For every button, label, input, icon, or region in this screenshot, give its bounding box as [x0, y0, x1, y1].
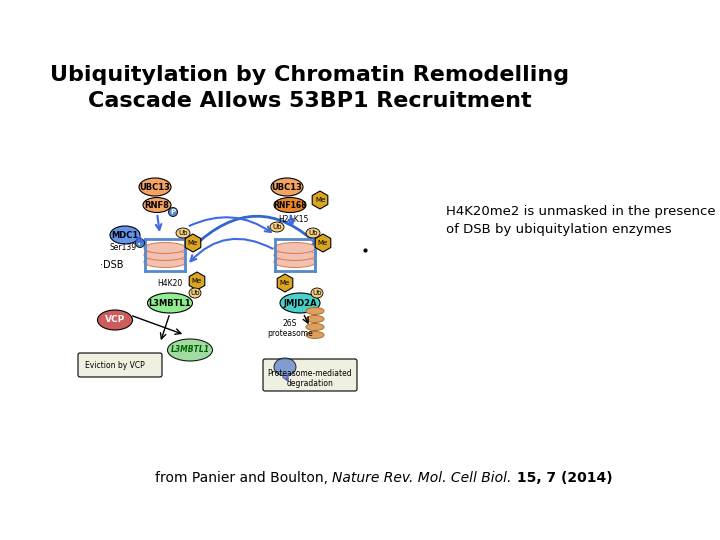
Text: Ubiquitylation by Chromatin Remodelling
Cascade Allows 53BP1 Recruitment: Ubiquitylation by Chromatin Remodelling …: [50, 65, 570, 111]
Ellipse shape: [274, 242, 316, 253]
Text: P: P: [171, 209, 176, 215]
Ellipse shape: [144, 256, 186, 267]
Text: Ub: Ub: [272, 224, 282, 230]
Text: Ub: Ub: [312, 290, 322, 296]
Ellipse shape: [144, 249, 186, 260]
Text: H4K20: H4K20: [157, 279, 182, 287]
Text: Ub: Ub: [308, 230, 318, 236]
Ellipse shape: [306, 332, 324, 339]
Polygon shape: [189, 272, 204, 290]
Text: MDC1: MDC1: [112, 231, 139, 240]
Text: 26S: 26S: [283, 319, 297, 327]
Text: L3MBTL1: L3MBTL1: [171, 346, 210, 354]
Ellipse shape: [135, 239, 145, 247]
Ellipse shape: [306, 228, 320, 238]
Polygon shape: [312, 191, 328, 209]
Ellipse shape: [280, 293, 320, 313]
Ellipse shape: [143, 198, 171, 213]
Ellipse shape: [306, 323, 324, 330]
Ellipse shape: [189, 288, 201, 298]
Text: from Panier and Boulton,: from Panier and Boulton,: [155, 471, 332, 485]
Text: Proteasome-mediated: Proteasome-mediated: [268, 368, 352, 377]
Ellipse shape: [168, 207, 178, 217]
Text: Eviction by VCP: Eviction by VCP: [85, 361, 145, 369]
Polygon shape: [315, 234, 330, 252]
Text: RNF8: RNF8: [145, 200, 169, 210]
Ellipse shape: [274, 249, 316, 260]
Text: P: P: [138, 240, 143, 246]
Ellipse shape: [306, 307, 324, 314]
Text: Ser139: Ser139: [110, 242, 137, 252]
FancyBboxPatch shape: [263, 359, 357, 391]
Ellipse shape: [274, 358, 296, 376]
Ellipse shape: [139, 178, 171, 196]
Ellipse shape: [97, 310, 132, 330]
Ellipse shape: [274, 198, 306, 213]
Text: Ub: Ub: [190, 290, 199, 296]
Text: 15, 7 (2014): 15, 7 (2014): [511, 471, 612, 485]
Ellipse shape: [144, 242, 186, 253]
Text: degradation: degradation: [287, 379, 333, 388]
Ellipse shape: [168, 339, 212, 361]
Text: H4K20me2 is unmasked in the presence
of DSB by ubiquitylation enzymes: H4K20me2 is unmasked in the presence of …: [446, 205, 716, 236]
Ellipse shape: [271, 178, 303, 196]
Text: Nature Rev. Mol. Cell Biol.: Nature Rev. Mol. Cell Biol.: [332, 471, 511, 485]
Polygon shape: [185, 234, 201, 252]
FancyBboxPatch shape: [78, 353, 162, 377]
Text: Ub: Ub: [179, 230, 188, 236]
Text: ·DSB: ·DSB: [100, 260, 124, 270]
Text: UBC13: UBC13: [140, 183, 171, 192]
Text: Me: Me: [188, 240, 198, 246]
Text: RNF168: RNF168: [274, 200, 307, 210]
Text: JMJD2A: JMJD2A: [283, 299, 317, 307]
Text: Me: Me: [280, 280, 290, 286]
Text: VCP: VCP: [105, 315, 125, 325]
Ellipse shape: [270, 222, 284, 232]
Text: H2AK15: H2AK15: [278, 215, 308, 225]
Ellipse shape: [110, 226, 140, 244]
Ellipse shape: [274, 256, 316, 267]
Text: Me: Me: [192, 278, 202, 284]
Ellipse shape: [311, 288, 323, 298]
Text: L3MBTL1: L3MBTL1: [149, 299, 192, 307]
Text: UBC13: UBC13: [271, 183, 302, 192]
Ellipse shape: [176, 228, 190, 238]
Text: Me: Me: [315, 197, 325, 203]
Ellipse shape: [306, 315, 324, 322]
Polygon shape: [277, 274, 293, 292]
Ellipse shape: [148, 293, 192, 313]
Text: proteasome: proteasome: [267, 328, 313, 338]
Text: Me: Me: [318, 240, 328, 246]
